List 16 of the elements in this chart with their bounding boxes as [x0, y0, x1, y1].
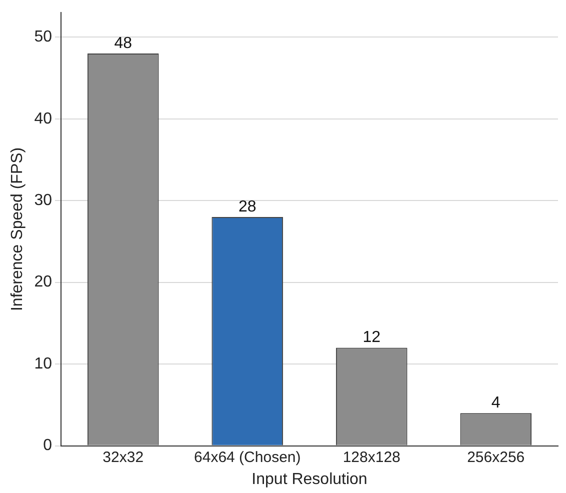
x-tick-label: 32x32	[102, 448, 144, 466]
y-tick-label: 50	[34, 28, 52, 46]
x-tick-label: 128x128	[342, 448, 400, 466]
y-tick-label: 10	[34, 355, 52, 372]
data-label: 12	[362, 329, 381, 346]
y-axis-title: Inference Speed (FPS)	[9, 147, 26, 312]
y-tick-label: 0	[43, 437, 52, 454]
x-tick-label: 256x256	[467, 448, 525, 466]
data-label: 4	[491, 394, 500, 412]
y-tick-label: 30	[34, 192, 52, 209]
data-label: 48	[114, 34, 132, 52]
x-axis-title: Input Resolution	[252, 470, 368, 488]
y-tick-label: 20	[34, 274, 52, 291]
data-label: 28	[238, 198, 256, 216]
y-tick-label: 40	[34, 110, 52, 128]
x-tick-label: 64x64 (Chosen)	[194, 448, 301, 466]
